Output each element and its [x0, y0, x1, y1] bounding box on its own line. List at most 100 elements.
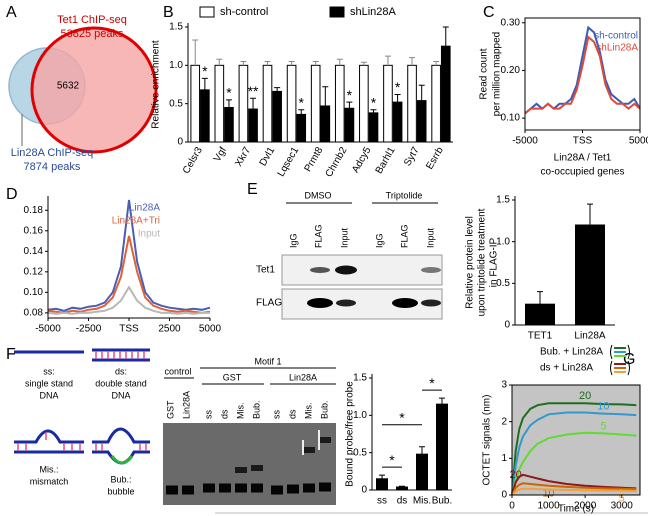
y-tick-label: 0.08 [24, 308, 44, 319]
bar [376, 478, 388, 491]
plot-frame [511, 384, 641, 496]
x-tick-label: 1000 [537, 501, 560, 512]
bar [368, 112, 379, 143]
error-bar [418, 84, 425, 101]
y-axis-label: in FLAG-IP [489, 237, 500, 287]
panel-label: B [163, 4, 174, 21]
legend-bracket [610, 360, 630, 376]
y-tick-label: 0 [501, 490, 507, 501]
error-bar [225, 99, 232, 108]
x-tick-label: Syt7 [402, 145, 422, 168]
significance: ** [248, 83, 259, 99]
y-tick-label: 0 [504, 320, 510, 331]
axes [47, 196, 210, 319]
bar [416, 100, 427, 143]
venn-circle [30, 26, 158, 154]
bar [272, 90, 282, 143]
overlap-count: 5632 [57, 81, 80, 92]
bar [320, 105, 331, 143]
x-tick-label: TSS [119, 324, 139, 335]
bub-probe [92, 427, 150, 444]
lane-label: ds [287, 409, 297, 419]
error-bar [192, 39, 199, 66]
lane-label: ds [219, 409, 229, 419]
significance: * [347, 87, 353, 103]
band [310, 267, 330, 273]
lane-label: ss [271, 410, 281, 420]
legend-swatch [329, 6, 345, 18]
significance: * [299, 95, 305, 111]
error-bar [360, 61, 367, 66]
panel-label: A [6, 4, 17, 21]
error-bar [399, 485, 405, 488]
bar [344, 107, 355, 143]
bar [436, 403, 448, 491]
set-name: Lin28A ChIP-seq [11, 147, 94, 159]
line-series [47, 199, 211, 312]
x-tick-label: ds [397, 496, 408, 507]
error-bar [298, 109, 305, 115]
x-tick-label: 0 [509, 501, 515, 512]
legend-label: Bub. + Lin28A [540, 347, 603, 358]
significance: * [429, 375, 435, 391]
error-bar [250, 97, 257, 110]
y-axis-label: OCTET signals (nm) [482, 395, 493, 486]
error-bar [288, 61, 295, 66]
lane-label: Mis. [235, 403, 245, 420]
y-axis-label: Bound probe/free probe [345, 381, 356, 487]
legend-label: Lin28A [129, 203, 160, 214]
y-tick-label: 1.5 [496, 195, 510, 206]
probe-label: ds: [115, 366, 127, 376]
bar [334, 64, 345, 143]
free-probe-bands [166, 482, 331, 495]
error-bar [370, 109, 377, 113]
legend-label: Lin28A+Tri [112, 216, 160, 227]
panel-label: G [623, 351, 635, 368]
significance: * [371, 95, 377, 111]
plot-background [512, 385, 640, 495]
row-label: FLAG [256, 298, 282, 309]
y-axis-label: per million mapped [492, 32, 503, 117]
lane-label: Bub. [251, 400, 261, 419]
plot-frame [524, 17, 641, 131]
probe-desc: bubble [107, 486, 134, 496]
legend-swatch [199, 6, 215, 18]
x-axis-label: Time (s) [558, 504, 594, 515]
blot-strip [281, 254, 443, 286]
x-tick-label: Lin28A [574, 331, 605, 342]
probe-desc: double stand [95, 378, 147, 388]
bar [248, 108, 258, 143]
axes [187, 23, 453, 143]
y-tick-label: 1.0 [496, 236, 510, 247]
bar [416, 453, 428, 491]
lane-label: Input [339, 227, 349, 248]
curve-label: 20 [510, 469, 522, 481]
error-bar [587, 203, 593, 225]
lane-label: IgG [288, 233, 298, 248]
bar [431, 64, 441, 143]
legend-label: ds + Lin28A [540, 363, 593, 374]
emsa-gel: control Motif 1 GST Lin28A GST Lin28A ss… [163, 356, 336, 505]
legend-label: shLin28A [350, 6, 397, 18]
axes [514, 196, 615, 326]
significance: * [202, 63, 208, 79]
probe-desc: DNA [111, 390, 130, 400]
probe-label: ss: [43, 366, 55, 376]
bar [296, 113, 307, 143]
y-tick-label: 0 [361, 485, 367, 496]
line-series [511, 411, 637, 496]
lane-label: FLAG [399, 224, 409, 248]
panel-label: D [6, 186, 18, 203]
x-tick-label: Adcy5 [350, 145, 374, 175]
error-bar [442, 26, 449, 47]
curve-label: 10 [542, 488, 554, 500]
gel-header: control [164, 366, 191, 376]
x-axis-label: co-occupied genes [541, 167, 625, 178]
y-axis-label: upon triptolide treatment [477, 208, 488, 316]
legend-label: sh-control [594, 31, 638, 42]
x-tick-label: Vgf [212, 145, 229, 164]
band [336, 299, 356, 307]
error-bar [240, 61, 247, 66]
lane-label: FLAG [313, 224, 323, 248]
